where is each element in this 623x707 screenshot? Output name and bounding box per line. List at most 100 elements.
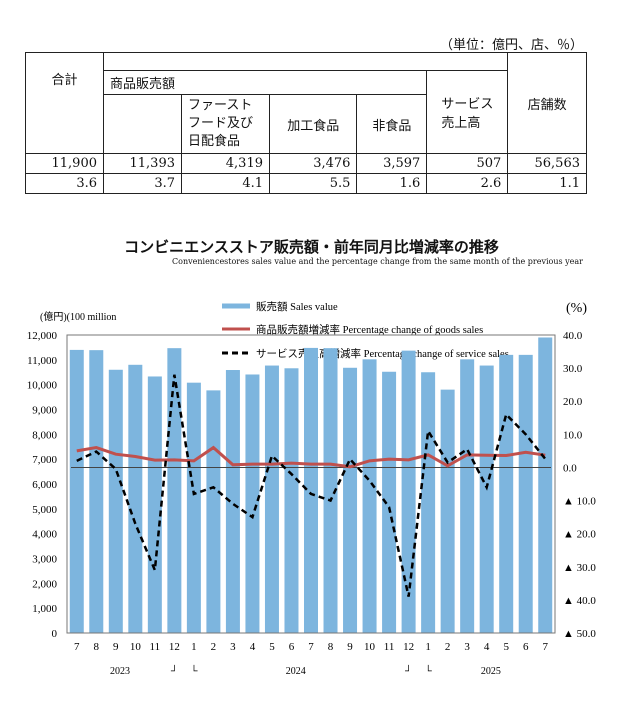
- table-cell: 5.5: [268, 173, 358, 194]
- y-tick-label: 1,000: [32, 603, 57, 615]
- y-tick-label: 12,000: [27, 330, 58, 342]
- y-tick-label: 2,000: [32, 578, 57, 590]
- bar: [284, 368, 299, 633]
- y2-tick-label: ▲ 30.0: [563, 562, 596, 574]
- bar: [264, 365, 279, 633]
- x-tick-label: 12: [403, 641, 414, 653]
- table-cell: 2.6: [426, 173, 509, 194]
- bar: [343, 367, 358, 633]
- legend-label: 販売額 Sales value: [256, 300, 338, 313]
- x-tick-label: 12: [169, 641, 180, 653]
- y2-axis-label: (%): [566, 301, 587, 316]
- header-service: サービス 売上高: [426, 70, 509, 154]
- bar: [499, 354, 514, 633]
- bar: [245, 374, 260, 633]
- year-label: 2023: [110, 666, 130, 677]
- bar: [401, 350, 416, 633]
- y2-tick-label: ▲ 50.0: [563, 628, 596, 640]
- bar: [362, 359, 377, 633]
- y2-tick-label: ▲ 20.0: [563, 529, 596, 541]
- x-tick-label: 10: [130, 641, 142, 653]
- goods-change-line: [76, 445, 546, 469]
- table-cell: 3,597: [356, 153, 428, 174]
- chart-title: コンビニエンスストア販売額・前年同月比増減率の推移: [124, 238, 499, 256]
- bar: [518, 354, 533, 633]
- header-fastfood: ファースト フード及び 日配食品: [181, 94, 270, 154]
- bar: [108, 369, 123, 633]
- y-tick-label: 10,000: [27, 380, 58, 392]
- header-processed: 加工食品: [268, 94, 358, 154]
- y-axis-label: (億円)(100 million: [40, 310, 116, 323]
- x-tick-label: 3: [464, 641, 470, 653]
- y2-tick-label: ▲ 10.0: [563, 496, 596, 508]
- x-tick-label: 7: [542, 641, 548, 653]
- bar: [89, 350, 104, 633]
- x-tick-label: 6: [523, 641, 529, 653]
- y-tick-label: 3,000: [32, 554, 57, 566]
- year-divider-mark: ┘: [404, 664, 412, 677]
- y2-tick-label: 0.0: [563, 462, 577, 474]
- x-tick-label: 2: [211, 641, 217, 653]
- x-tick-label: 1: [425, 641, 431, 653]
- header-stores: 店舗数: [507, 52, 587, 154]
- x-tick-label: 7: [74, 641, 80, 653]
- legend-label: 商品販売額増減率 Percentage change of goods sale…: [256, 323, 483, 336]
- y-tick-label: 5,000: [32, 504, 57, 516]
- bar: [479, 365, 494, 633]
- bar: [323, 348, 338, 633]
- y2-tick-label: 20.0: [563, 396, 583, 408]
- y-tick-label: 6,000: [32, 479, 57, 491]
- bar: [147, 376, 162, 633]
- unit-note: （単位：億円、店、％）: [439, 38, 583, 53]
- header-total: 合計: [25, 52, 104, 154]
- bar: [69, 349, 84, 633]
- y2-tick-label: 30.0: [563, 363, 583, 375]
- service-change-line: [76, 374, 547, 597]
- year-label: 2025: [481, 666, 501, 677]
- bar: [421, 372, 436, 633]
- summary-table: 合計 店舗数 商品販売額 サービス 売上高 ファースト フード及び 日配食品 加…: [25, 52, 587, 194]
- x-tick-label: 9: [347, 641, 353, 653]
- table-cell: 11,900: [25, 153, 104, 174]
- x-tick-label: 5: [503, 641, 509, 653]
- bar: [206, 390, 221, 633]
- year-divider-mark: └: [425, 664, 433, 677]
- bar: [382, 371, 397, 633]
- x-tick-label: 9: [113, 641, 119, 653]
- x-tick-label: 5: [269, 641, 275, 653]
- y-tick-label: 8,000: [32, 429, 57, 441]
- x-tick-label: 11: [384, 641, 395, 653]
- x-tick-label: 4: [484, 641, 490, 653]
- table-cell: 4,319: [181, 153, 270, 174]
- chart-subtitle: Conveniencestores sales value and the pe…: [172, 257, 583, 266]
- table-cell: 11,393: [103, 153, 182, 174]
- bar: [304, 347, 318, 633]
- y-tick-label: 7,000: [32, 454, 57, 466]
- plot-frame: [66, 334, 556, 634]
- bar: [440, 389, 455, 633]
- table-cell: 1.6: [356, 173, 428, 194]
- y2-tick-label: 10.0: [563, 429, 583, 441]
- x-tick-label: 11: [150, 641, 161, 653]
- table-cell: 1.1: [507, 173, 587, 194]
- x-tick-label: 2: [445, 641, 451, 653]
- x-tick-label: 3: [230, 641, 236, 653]
- x-tick-label: 6: [289, 641, 295, 653]
- y-tick-label: 11,000: [27, 355, 57, 367]
- x-tick-label: 8: [328, 641, 334, 653]
- x-tick-label: 4: [250, 641, 256, 653]
- x-tick-label: 10: [364, 641, 376, 653]
- x-tick-label: 1: [191, 641, 197, 653]
- bar: [186, 382, 201, 633]
- bar: [128, 364, 143, 633]
- year-label: 2024: [286, 666, 306, 677]
- y-tick-label: 9,000: [32, 405, 57, 417]
- year-divider-mark: └: [190, 664, 198, 677]
- bar: [167, 348, 182, 633]
- y2-tick-label: 40.0: [563, 330, 583, 342]
- y2-tick-label: ▲ 40.0: [563, 595, 596, 607]
- table-cell: 4.1: [181, 173, 270, 194]
- table-cell: 507: [426, 153, 509, 174]
- y-tick-label: 0: [52, 628, 58, 640]
